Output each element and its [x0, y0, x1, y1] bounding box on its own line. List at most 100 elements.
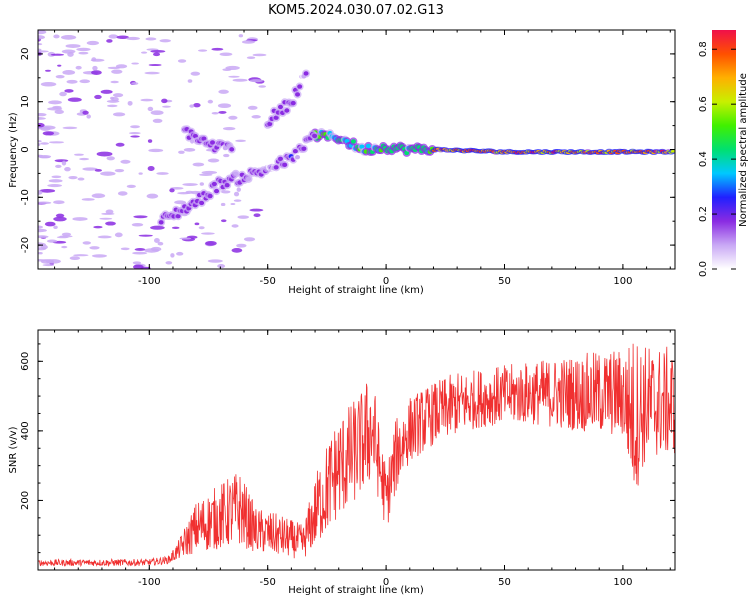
spectrogram-noise [75, 65, 82, 70]
spectrogram-noise [220, 202, 226, 207]
spectrogram-noise [82, 110, 89, 115]
spectrogram-noise [138, 172, 143, 175]
spectrogram-noise [38, 154, 43, 157]
spectrogram-cell [365, 143, 371, 149]
spectrogram-noise [117, 191, 128, 196]
spectrogram-cell [211, 181, 217, 187]
spectrogram-noise [253, 213, 261, 218]
spectrogram-ytick-label: 0 [20, 146, 31, 152]
spectrogram-noise [38, 43, 43, 46]
spectrogram-noise [165, 261, 173, 265]
spectrogram-xlabel: Height of straight line (km) [288, 285, 424, 296]
spectrogram-noise [38, 122, 45, 128]
spectrogram-noise [148, 148, 164, 153]
spectrogram-noise [183, 147, 196, 152]
spectrogram-noise [114, 168, 125, 173]
spectrogram-noise [38, 235, 49, 239]
spectrogram-noise [154, 237, 160, 243]
spectrogram-noise [105, 221, 116, 226]
spectrogram-noise [82, 241, 91, 245]
snr-xtick-label: -50 [260, 577, 276, 588]
spectrogram-noise [96, 151, 113, 157]
spectrogram-noise [161, 98, 168, 104]
snr-series-line [38, 343, 675, 568]
spectrogram-noise [40, 81, 57, 87]
spectrogram-noise [38, 35, 45, 40]
spectrogram-noise [187, 79, 193, 83]
spectrogram-noise [76, 47, 91, 52]
spectrogram-noise [108, 34, 119, 39]
spectrogram-noise [218, 89, 229, 94]
spectrogram-cell [207, 193, 213, 199]
spectrogram-noise [130, 125, 140, 129]
spectrogram-noise [44, 69, 51, 72]
spectrogram-noise [111, 96, 119, 102]
colorbar-tick-label: 0.0 [698, 261, 709, 277]
spectrogram-cell [214, 188, 220, 194]
spectrogram-noise [238, 34, 244, 38]
spectrogram-noise [221, 219, 227, 223]
spectrogram-noise [91, 70, 102, 75]
spectrogram-marks [38, 30, 675, 269]
spectrogram-cell [246, 176, 252, 182]
snr-xtick-label: -100 [138, 577, 161, 588]
spectrogram-noise [38, 48, 42, 52]
spectrogram-noise [47, 184, 63, 188]
spectrogram-noise [159, 39, 171, 43]
spectrogram-noise [77, 177, 85, 181]
figure-title: KOM5.2024.030.07.02.G13 [268, 3, 444, 18]
spectrogram-noise [217, 103, 232, 109]
spectrogram-noise [207, 259, 223, 263]
snr-xtick-label: 50 [498, 577, 511, 588]
spectrogram-noise [81, 198, 95, 201]
spectrogram-cell [229, 147, 235, 152]
spectrogram-noise [211, 112, 219, 115]
spectrogram-noise [231, 224, 239, 228]
spectrogram-noise [144, 71, 160, 75]
spectrogram-noise [106, 156, 115, 161]
spectrogram-noise [62, 70, 76, 75]
spectrogram-noise [55, 164, 62, 168]
spectrogram-noise [86, 114, 91, 119]
spectrogram-noise [185, 190, 194, 194]
spectrogram-noise [258, 85, 266, 88]
spectrogram-noise [40, 244, 48, 250]
spectrogram-noise [138, 234, 153, 237]
spectrogram-noise [230, 202, 236, 206]
spectrogram-noise [251, 115, 261, 119]
spectrogram-noise [66, 79, 78, 84]
spectrogram-noise [92, 65, 98, 71]
spectrogram-noise [140, 98, 154, 102]
snr-ytick-label: 400 [20, 421, 31, 440]
spectrogram-noise [120, 159, 131, 164]
spectrogram-cell [295, 154, 301, 160]
spectrogram-noise [153, 52, 161, 57]
spectrogram-noise [38, 225, 44, 229]
snr-frame [37, 329, 676, 571]
spectrogram-noise [236, 187, 241, 192]
spectrogram-cell [175, 214, 181, 219]
spectrogram-cell [199, 200, 205, 206]
spectrogram-noise [146, 193, 159, 199]
spectrogram-noise [249, 208, 264, 212]
spectrogram-cell [292, 149, 298, 154]
colorbar-bar [712, 30, 736, 269]
spectrogram-noise [171, 226, 180, 230]
spectrogram-ylabel: Frequency (Hz) [8, 112, 19, 188]
spectrogram-noise [61, 49, 76, 54]
spectrogram-noise [201, 170, 218, 175]
snr-axes: -100 -50 0 50 100 200 400 600 [20, 330, 675, 588]
spectrogram-noise [67, 97, 82, 102]
spectrogram-noise [134, 248, 146, 251]
spectrogram-noise [222, 68, 232, 71]
spectrogram-noise [220, 190, 231, 194]
spectrogram-noise [105, 209, 114, 215]
spectrogram-noise [237, 215, 250, 219]
spectrogram-noise [243, 237, 256, 242]
spectrogram-noise [68, 175, 78, 180]
spectrogram-noise [55, 213, 65, 218]
spectrogram-noise [61, 232, 72, 237]
snr-xlabel: Height of straight line (km) [288, 585, 424, 596]
spectrogram-noise [179, 237, 192, 240]
